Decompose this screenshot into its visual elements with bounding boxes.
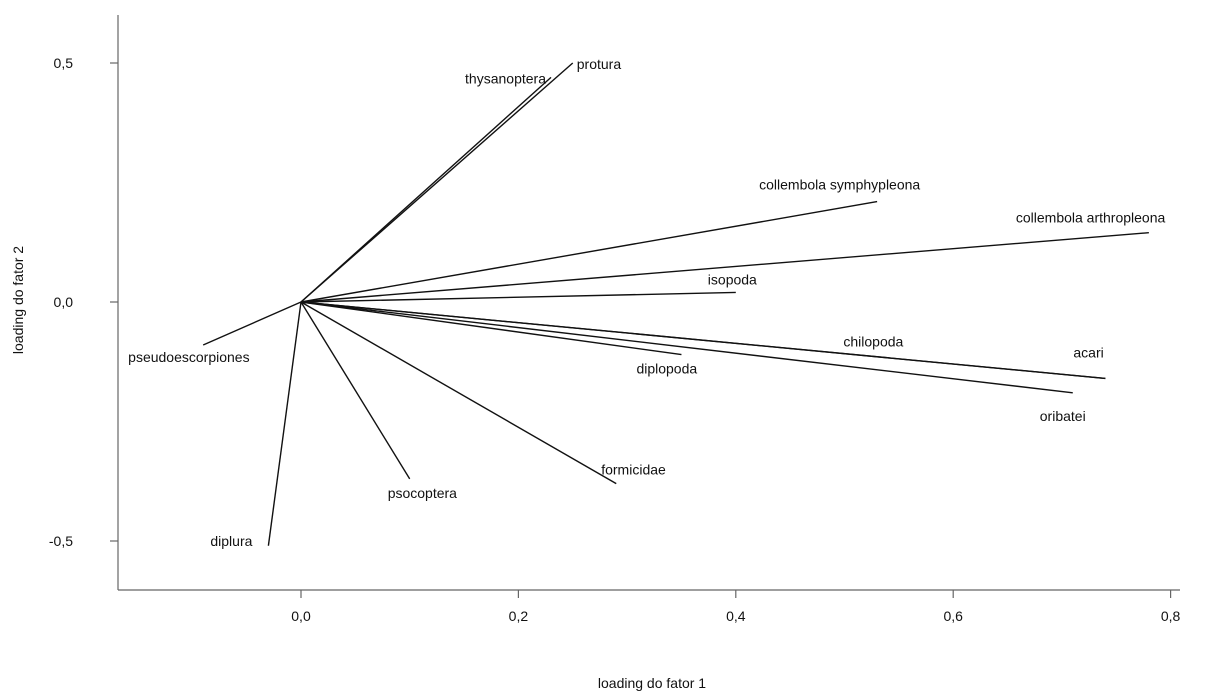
loading-vectors xyxy=(202,62,1149,546)
vector-label-oribatei: oribatei xyxy=(1040,408,1086,424)
vector-diplura xyxy=(267,301,302,546)
x-tick-label: 0,8 xyxy=(1161,608,1181,624)
vector-collembola-symphypleona xyxy=(300,200,878,303)
y-tick-label: 0,0 xyxy=(54,294,74,310)
y-tick-label: -0,5 xyxy=(49,533,73,549)
x-tick-label: 0,6 xyxy=(943,608,963,624)
vector-label-protura: protura xyxy=(577,56,622,72)
y-tick-label: 0,5 xyxy=(54,55,74,71)
vector-label-thysanoptera: thysanoptera xyxy=(465,70,546,86)
vector-isopoda xyxy=(300,291,736,303)
vector-label-pseudoescorpiones: pseudoescorpiones xyxy=(128,349,249,365)
y-axis-title: loading do fator 2 xyxy=(10,246,26,354)
vector-label-isopoda: isopoda xyxy=(708,271,757,287)
vector-formicidae xyxy=(300,301,617,485)
x-tick-label: 0,2 xyxy=(509,608,529,624)
vector-label-chilopoda: chilopoda xyxy=(843,333,903,349)
vector-acari xyxy=(300,301,1106,380)
x-axis-ticks: 0,0 0,2 0,4 0,6 0,8 xyxy=(291,590,1181,624)
vector-label-diplopoda: diplopoda xyxy=(636,361,697,377)
vector-diplopoda xyxy=(300,301,682,356)
vector-psocoptera xyxy=(300,301,411,480)
x-axis-title: loading do fator 1 xyxy=(598,675,706,691)
y-axis-ticks: 0,5 0,0 -0,5 xyxy=(49,55,118,549)
vector-labels: thysanoptera protura collembola symphypleo… xyxy=(128,56,1165,549)
vector-label-acari: acari xyxy=(1073,344,1103,360)
vector-oribatei xyxy=(300,301,1073,394)
vector-collembola-arthropleona xyxy=(300,231,1149,303)
vector-label-formicidae: formicidae xyxy=(601,462,666,478)
vector-label-collembola-symphypleona: collembola symphypleona xyxy=(759,177,920,193)
vector-label-psocoptera: psocoptera xyxy=(388,485,457,501)
x-tick-label: 0,0 xyxy=(291,608,311,624)
vector-label-collembola-arthropleona: collembola arthropleona xyxy=(1016,210,1166,226)
x-tick-label: 0,4 xyxy=(726,608,746,624)
vector-label-diplura: diplura xyxy=(210,533,252,549)
vector-pseudoescorpiones xyxy=(202,301,302,346)
vector-protura xyxy=(300,62,574,303)
